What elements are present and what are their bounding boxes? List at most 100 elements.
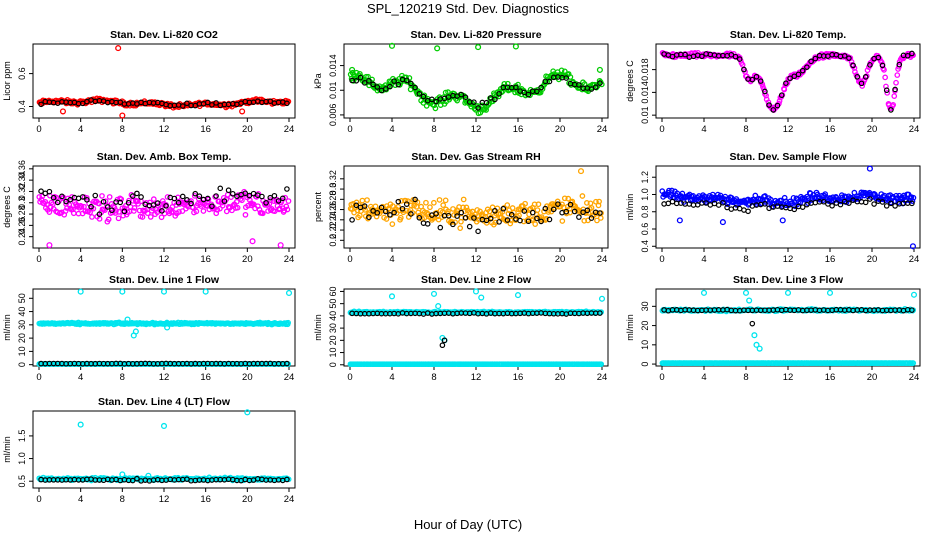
- data-point: [584, 207, 591, 214]
- x-tick-label: 24: [909, 372, 920, 383]
- x-tick-label: 20: [867, 254, 878, 265]
- series-black: [661, 50, 915, 113]
- data-point: [471, 99, 477, 105]
- outlier-point: [119, 112, 126, 119]
- panel-title: Stan. Dev. Amb. Box Temp.: [97, 151, 232, 163]
- y-axis-label: percent: [313, 191, 323, 222]
- outlier-point: [160, 422, 168, 429]
- data-point: [361, 80, 368, 86]
- data-point: [594, 217, 600, 224]
- y-tick-label: 0.3: [328, 183, 338, 196]
- y-tick-label: 0.018: [640, 58, 650, 81]
- series-black: [661, 196, 915, 215]
- data-point: [597, 310, 603, 316]
- data-point: [359, 197, 366, 204]
- x-tick-label: 16: [513, 254, 524, 265]
- x-tick-label: 8: [120, 372, 125, 383]
- data-point: [538, 84, 544, 91]
- data-point: [284, 476, 290, 483]
- x-tick-label: 8: [431, 124, 436, 135]
- data-point: [829, 202, 835, 209]
- y-tick-label: 10: [17, 346, 27, 356]
- data-point: [879, 62, 886, 69]
- x-tick-label: 24: [597, 372, 608, 383]
- data-point: [597, 210, 603, 216]
- y-axis-label: ml/min: [625, 314, 635, 341]
- data-point: [109, 207, 115, 214]
- x-tick-label: 12: [159, 372, 170, 383]
- data-point: [890, 101, 897, 108]
- data-point: [192, 190, 199, 197]
- data-point: [125, 199, 132, 206]
- data-point: [561, 195, 568, 202]
- data-point: [117, 199, 124, 206]
- data-point: [809, 195, 816, 201]
- panel-title: Stan. Dev. Gas Stream RH: [411, 151, 540, 163]
- outlier-point: [749, 320, 756, 327]
- x-tick-label: 16: [200, 254, 211, 265]
- data-point: [423, 199, 429, 206]
- data-point: [783, 80, 789, 86]
- data-point: [668, 187, 675, 194]
- data-point: [349, 217, 355, 223]
- panel-9: Stan. Dev. Line 3 Flow ml/min 0 4 8 12 16 20 24 0…: [625, 274, 921, 383]
- panel-title: Stan. Dev. Li-820 CO2: [110, 29, 218, 41]
- data-point: [424, 221, 431, 227]
- data-point: [213, 193, 219, 199]
- data-point: [496, 91, 502, 97]
- data-point: [284, 206, 291, 213]
- data-point: [496, 219, 502, 225]
- data-point: [558, 67, 565, 74]
- x-tick-label: 8: [431, 254, 436, 265]
- data-point: [408, 211, 414, 217]
- data-point: [412, 196, 418, 203]
- outlier-point: [244, 409, 251, 416]
- x-tick-label: 12: [783, 372, 794, 383]
- data-point: [38, 101, 44, 108]
- data-point: [149, 205, 156, 212]
- data-point: [164, 194, 171, 200]
- series-colored: [347, 288, 606, 368]
- data-point: [543, 215, 550, 222]
- data-point: [563, 75, 570, 81]
- data-point: [134, 190, 140, 197]
- x-tick-label: 4: [701, 254, 706, 265]
- data-point: [420, 93, 427, 100]
- outlier-point: [115, 45, 122, 52]
- x-tick-label: 24: [909, 124, 920, 135]
- data-point: [532, 221, 539, 227]
- outlier-point: [719, 219, 726, 226]
- data-point: [403, 201, 410, 207]
- data-point: [529, 217, 535, 224]
- data-point: [535, 201, 542, 208]
- data-point: [846, 200, 852, 206]
- series-black: [38, 360, 290, 367]
- outlier-point: [826, 289, 834, 296]
- data-point: [39, 193, 46, 200]
- data-point: [516, 212, 522, 219]
- data-point: [583, 210, 589, 216]
- panel-5: Stan. Dev. Gas Stream RH percent 0 4 8 12 16 20…: [313, 151, 609, 265]
- x-tick-label: 24: [597, 124, 608, 135]
- data-point: [159, 198, 166, 204]
- series-black: [38, 185, 290, 217]
- x-tick-label: 0: [347, 124, 352, 135]
- data-point: [372, 203, 379, 210]
- y-axis-label: ml/min: [313, 314, 323, 341]
- y-tick-label: 0.28: [17, 205, 27, 223]
- x-tick-label: 24: [909, 254, 920, 265]
- y-axis-label: degrees C: [625, 60, 635, 102]
- data-point: [588, 204, 595, 211]
- x-tick-label: 0: [347, 372, 352, 383]
- data-point: [67, 196, 74, 203]
- y-tick-label: 0.014: [328, 54, 338, 77]
- data-point: [682, 51, 688, 58]
- data-point: [204, 195, 211, 202]
- data-point: [405, 198, 411, 204]
- outlier-point: [441, 337, 448, 344]
- data-point: [387, 212, 393, 218]
- outlier-point: [779, 217, 786, 224]
- data-point: [592, 84, 599, 91]
- outlier-point: [700, 289, 708, 296]
- series-colored: [36, 409, 292, 484]
